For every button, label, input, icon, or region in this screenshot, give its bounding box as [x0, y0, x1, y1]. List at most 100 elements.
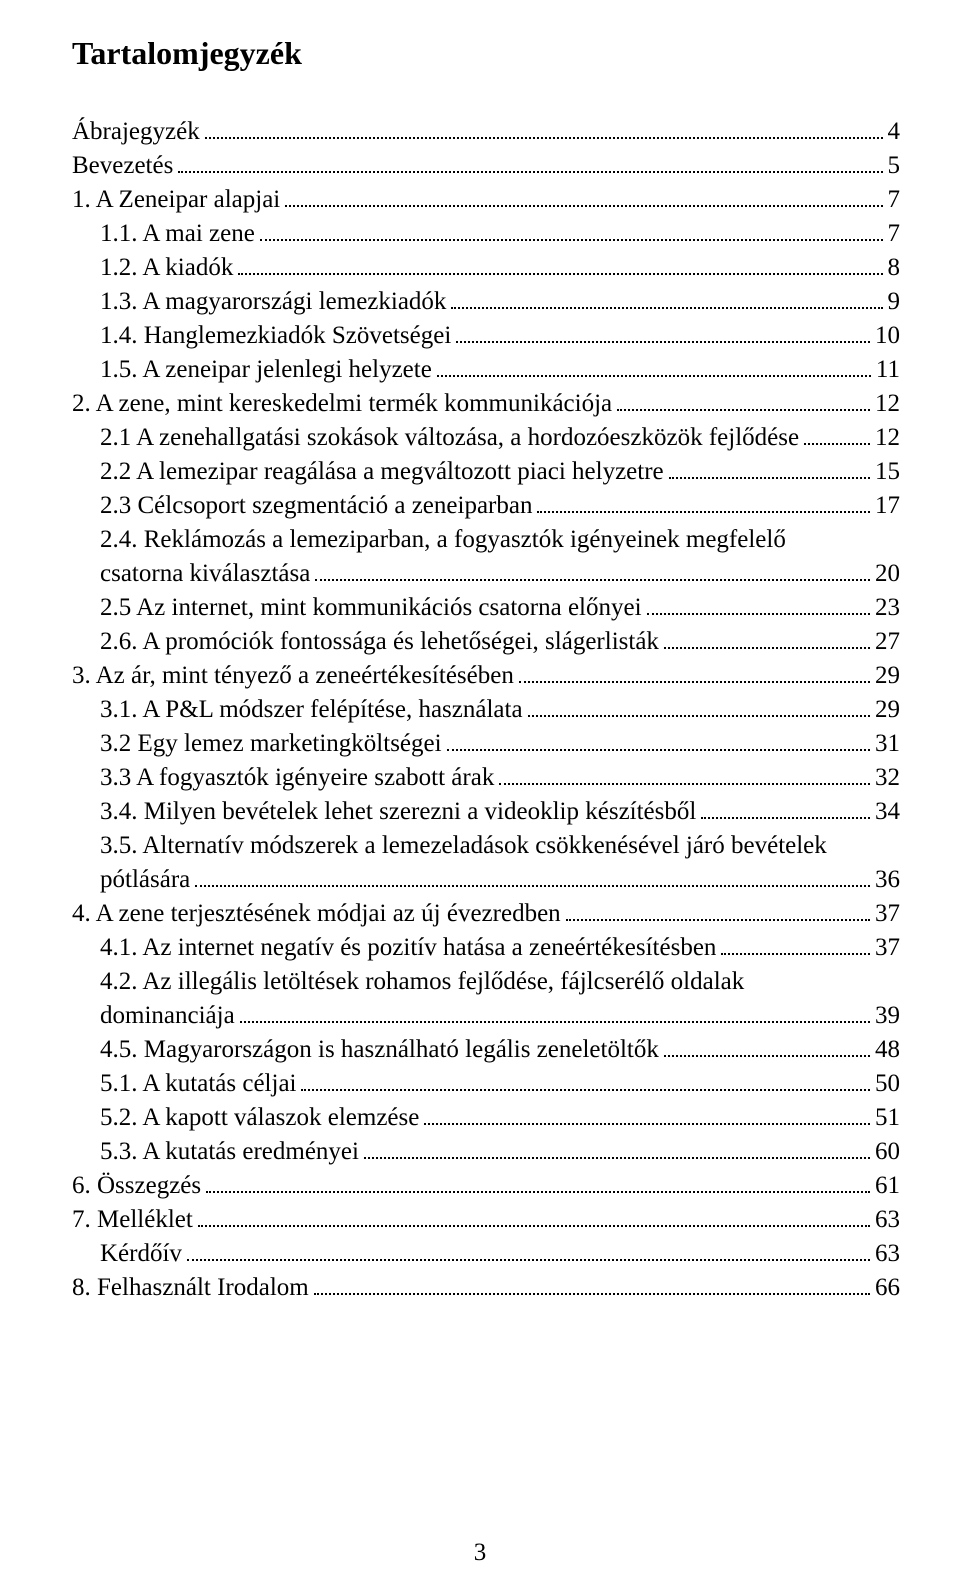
toc-leader-dots	[537, 511, 870, 513]
toc-entry-page: 32	[875, 761, 900, 795]
toc-leader-dots	[519, 681, 870, 683]
toc-entry-page: 29	[875, 693, 900, 727]
toc-entry-page: 31	[875, 727, 900, 761]
toc-entry-page: 17	[875, 489, 900, 523]
toc-entry-label: Kérdőív	[100, 1237, 182, 1271]
toc-entry-label: 2.5 Az internet, mint kommunikációs csat…	[100, 591, 642, 625]
toc-entry-line2: csatorna kiválasztása 20	[100, 557, 900, 591]
toc-entry: 4.1. Az internet negatív és pozitív hatá…	[72, 931, 900, 965]
toc-entry-page: 7	[888, 217, 901, 251]
toc-entry-label: 2.4. Reklámozás a lemeziparban, a fogyas…	[100, 523, 900, 557]
toc-entry: 4.2. Az illegális letöltések rohamos fej…	[72, 965, 900, 1033]
toc-entry-page: 10	[875, 319, 900, 353]
toc-entry-page: 61	[875, 1169, 900, 1203]
toc-entry: 1.4. Hanglemezkiadók Szövetségei 10	[72, 319, 900, 353]
toc-leader-dots	[617, 409, 870, 411]
toc-leader-dots	[804, 443, 870, 445]
toc-entry: 4. A zene terjesztésének módjai az új év…	[72, 897, 900, 931]
toc-entry: 2.6. A promóciók fontossága és lehetőség…	[72, 625, 900, 659]
toc-entry-page: 29	[875, 659, 900, 693]
toc-entry-label: 1.2. A kiadók	[100, 251, 233, 285]
toc-leader-dots	[314, 1293, 870, 1295]
toc-entry-label-cont: csatorna kiválasztása	[100, 557, 310, 591]
toc-entry: 3.5. Alternatív módszerek a lemezeladáso…	[72, 829, 900, 897]
toc-entry-page: 20	[875, 557, 900, 591]
toc-entry-page: 5	[888, 149, 901, 183]
toc-entry-page: 7	[888, 183, 901, 217]
toc-entry-label: 6. Összegzés	[72, 1169, 201, 1203]
toc-entry-label: 4. A zene terjesztésének módjai az új év…	[72, 897, 561, 931]
toc-entry: 2.4. Reklámozás a lemeziparban, a fogyas…	[72, 523, 900, 591]
toc-entry-page: 39	[875, 999, 900, 1033]
toc-entry-page: 63	[875, 1203, 900, 1237]
toc-entry: 1.1. A mai zene 7	[72, 217, 900, 251]
toc-entry: 5.3. A kutatás eredményei60	[72, 1135, 900, 1169]
toc-entry-page: 11	[876, 353, 900, 387]
toc-entry: Bevezetés 5	[72, 149, 900, 183]
toc-entry-label: 5.2. A kapott válaszok elemzése	[100, 1101, 419, 1135]
toc-leader-dots	[424, 1123, 870, 1125]
toc-entry-label-cont: dominanciája	[100, 999, 235, 1033]
toc-entry-label: Ábrajegyzék	[72, 115, 200, 149]
toc-list: Ábrajegyzék4Bevezetés51. A Zeneipar alap…	[72, 115, 900, 1305]
toc-entry: 3.3 A fogyasztók igényeire szabott árak 3…	[72, 761, 900, 795]
toc-entry-label: 3.5. Alternatív módszerek a lemezeladáso…	[100, 829, 900, 863]
page-number: 3	[0, 1539, 960, 1567]
toc-leader-dots	[669, 477, 870, 479]
toc-entry-page: 48	[875, 1033, 900, 1067]
toc-leader-dots	[178, 171, 882, 173]
toc-entry: 3.4. Milyen bevételek lehet szerezni a v…	[72, 795, 900, 829]
toc-entry: 5.2. A kapott válaszok elemzése51	[72, 1101, 900, 1135]
toc-entry: 3.1. A P&L módszer felépítése, használat…	[72, 693, 900, 727]
toc-leader-dots	[701, 817, 870, 819]
toc-leader-dots	[499, 783, 870, 785]
toc-entry-label: 3.3 A fogyasztók igényeire szabott árak	[100, 761, 494, 795]
toc-leader-dots	[566, 919, 870, 921]
toc-entry-page: 50	[875, 1067, 900, 1101]
toc-entry: 3.2 Egy lemez marketingköltségei 31	[72, 727, 900, 761]
toc-entry-label: 4.5. Magyarországon is használható legál…	[100, 1033, 659, 1067]
toc-entry-label: 2.2 A lemezipar reagálása a megváltozott…	[100, 455, 664, 489]
toc-entry: 3. Az ár, mint tényező a zeneértékesítés…	[72, 659, 900, 693]
toc-leader-dots	[447, 749, 870, 751]
toc-entry-label: 8. Felhasznált Irodalom	[72, 1271, 309, 1305]
toc-entry-label: 4.1. Az internet negatív és pozitív hatá…	[100, 931, 716, 965]
toc-entry-page: 9	[888, 285, 901, 319]
toc-entry: 5.1. A kutatás céljai50	[72, 1067, 900, 1101]
toc-entry-page: 15	[875, 455, 900, 489]
toc-entry-page: 27	[875, 625, 900, 659]
toc-entry: 8. Felhasznált Irodalom 66	[72, 1271, 900, 1305]
toc-entry-label-cont: pótlására	[100, 863, 190, 897]
toc-entry-page: 37	[875, 931, 900, 965]
toc-entry-label: Bevezetés	[72, 149, 173, 183]
toc-entry-page: 8	[888, 251, 901, 285]
toc-leader-dots	[647, 613, 870, 615]
toc-leader-dots	[721, 953, 870, 955]
toc-entry-label: 2.6. A promóciók fontossága és lehetőség…	[100, 625, 659, 659]
toc-entry: 2. A zene, mint kereskedelmi termék komm…	[72, 387, 900, 421]
toc-entry-page: 4	[888, 115, 901, 149]
toc-entry-page: 37	[875, 897, 900, 931]
toc-entry-page: 34	[875, 795, 900, 829]
toc-entry-label: 3.2 Egy lemez marketingköltségei	[100, 727, 442, 761]
toc-leader-dots	[195, 885, 870, 887]
toc-entry: 2.3 Célcsoport szegmentáció a zeneiparba…	[72, 489, 900, 523]
toc-entry: 1.3. A magyarországi lemezkiadók9	[72, 285, 900, 319]
toc-entry: 2.2 A lemezipar reagálása a megváltozott…	[72, 455, 900, 489]
toc-entry-label: 7. Melléklet	[72, 1203, 193, 1237]
toc-entry: 7. Melléklet 63	[72, 1203, 900, 1237]
toc-leader-dots	[285, 205, 882, 207]
toc-entry-page: 63	[875, 1237, 900, 1271]
toc-entry-page: 36	[875, 863, 900, 897]
toc-leader-dots	[206, 1191, 870, 1193]
toc-entry-page: 66	[875, 1271, 900, 1305]
toc-leader-dots	[456, 341, 870, 343]
toc-entry-label: 1.1. A mai zene	[100, 217, 255, 251]
toc-leader-dots	[664, 1055, 870, 1057]
toc-leader-dots	[240, 1021, 870, 1023]
toc-entry-label: 5.3. A kutatás eredményei	[100, 1135, 359, 1169]
toc-entry-label: 1.4. Hanglemezkiadók Szövetségei	[100, 319, 451, 353]
document-page: Tartalomjegyzék Ábrajegyzék4Bevezetés51.…	[0, 0, 960, 1593]
toc-leader-dots	[664, 647, 870, 649]
toc-entry-label: 2.1 A zenehallgatási szokások változása,…	[100, 421, 799, 455]
